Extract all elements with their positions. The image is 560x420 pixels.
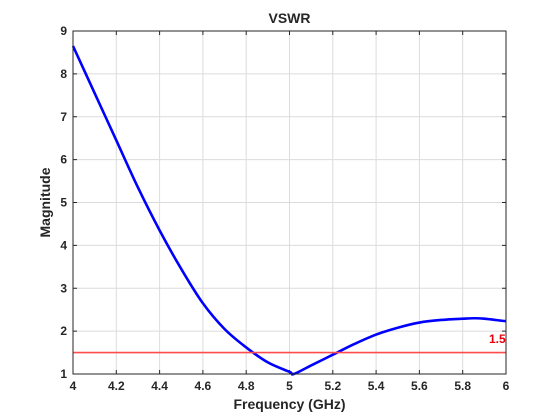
x-tick-label: 6 bbox=[503, 379, 510, 393]
annotations: 1.5 bbox=[489, 332, 506, 346]
y-tick-label: 8 bbox=[60, 67, 67, 81]
y-tick-label: 9 bbox=[60, 24, 67, 38]
x-tick-label: 5.4 bbox=[368, 379, 385, 393]
x-tick-label: 4.8 bbox=[238, 379, 255, 393]
x-tick-label: 5.8 bbox=[454, 379, 471, 393]
x-tick-label: 4.2 bbox=[108, 379, 125, 393]
x-tick-label: 5.6 bbox=[411, 379, 428, 393]
y-axis-label: Magnitude bbox=[37, 167, 53, 237]
y-tick-label: 4 bbox=[60, 238, 67, 252]
tick-labels: 4 4.2 4.4 4.6 4.8 5 5.2 5.4 5.6 5.8 6 1 2 3 4 5 6 7 8 9 bbox=[60, 24, 509, 393]
y-tick-label: 3 bbox=[60, 281, 67, 295]
y-tick-label: 5 bbox=[60, 196, 67, 210]
y-tick-label: 2 bbox=[60, 324, 67, 338]
tick-marks bbox=[72, 30, 507, 375]
x-axis-label: Frequency (GHz) bbox=[233, 396, 345, 412]
x-tick-label: 4.4 bbox=[151, 379, 168, 393]
x-tick-label: 4.6 bbox=[195, 379, 212, 393]
x-tick-label: 5.2 bbox=[324, 379, 341, 393]
x-tick-label: 4 bbox=[70, 379, 77, 393]
y-tick-label: 7 bbox=[60, 110, 67, 124]
chart-title: VSWR bbox=[269, 10, 311, 26]
y-tick-label: 6 bbox=[60, 153, 67, 167]
x-tick-label: 5 bbox=[286, 379, 293, 393]
y-tick-label: 1 bbox=[60, 367, 67, 381]
threshold-label: 1.5 bbox=[489, 332, 506, 346]
